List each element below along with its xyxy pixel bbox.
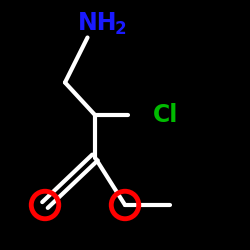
Text: Cl: Cl xyxy=(152,103,178,127)
Text: NH: NH xyxy=(78,11,117,35)
Text: 2: 2 xyxy=(114,20,126,38)
